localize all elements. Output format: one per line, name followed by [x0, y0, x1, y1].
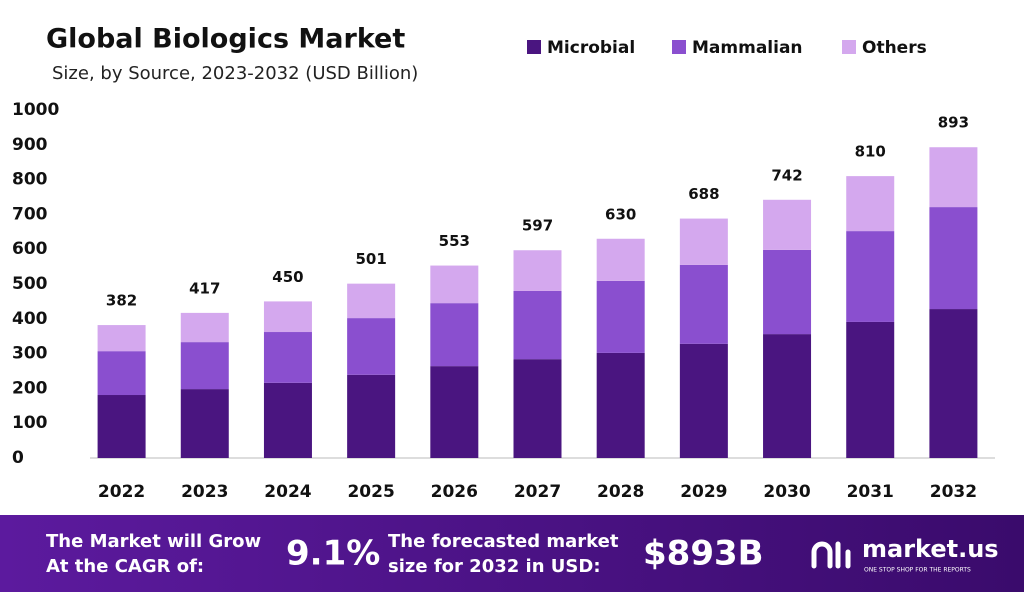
bar-segment — [513, 359, 562, 458]
brand: market.us — [862, 535, 999, 563]
footer-banner — [0, 515, 1024, 592]
brand-logo — [811, 541, 851, 569]
bar-segment — [679, 218, 728, 265]
y-tick-label: 800 — [12, 170, 48, 190]
y-tick-label: 100 — [12, 413, 48, 433]
bar-segment — [347, 318, 396, 375]
y-tick-label: 900 — [12, 135, 48, 155]
x-tick-label: 2024 — [264, 482, 311, 502]
bar-segment — [513, 290, 562, 360]
y-tick-label: 700 — [12, 204, 48, 224]
bar-segment — [430, 366, 479, 458]
bar-segment — [763, 249, 812, 335]
chart-title: Global Biologics Market — [46, 24, 405, 55]
bar-segment — [430, 265, 479, 304]
bar-segment — [846, 231, 895, 322]
x-tick-label: 2025 — [347, 482, 394, 502]
x-tick-label: 2023 — [181, 482, 228, 502]
bar-segment — [763, 199, 812, 250]
x-tick-label: 2022 — [98, 482, 145, 502]
bar-segment — [596, 238, 645, 281]
bar-segment — [929, 207, 978, 310]
bar-segment — [679, 264, 728, 344]
bar-segment — [347, 374, 396, 458]
chart-subtitle: Size, by Source, 2023-2032 (USD Billion) — [52, 63, 418, 84]
total-label: 893 — [938, 114, 969, 132]
forecast-text: size for 2032 in USD: — [388, 556, 601, 577]
x-tick-label: 2026 — [431, 482, 478, 502]
total-label: 810 — [855, 143, 886, 161]
bar-segment — [763, 334, 812, 458]
bar-segment — [596, 280, 645, 353]
y-tick-label: 300 — [12, 344, 48, 364]
bar-segment — [596, 352, 645, 458]
bar-segment — [263, 382, 312, 458]
bar-segment — [929, 147, 978, 208]
total-label: 597 — [522, 217, 553, 235]
x-tick-label: 2027 — [514, 482, 561, 502]
bar-segment — [180, 389, 229, 458]
total-label: 688 — [688, 185, 719, 203]
x-tick-label: 2030 — [763, 482, 810, 502]
bar-segment — [846, 176, 895, 232]
bar-segment — [97, 395, 146, 458]
bar-segment — [180, 342, 229, 390]
bar-segment — [97, 325, 146, 352]
legend-label: Mammalian — [692, 38, 803, 58]
y-tick-label: 1000 — [12, 100, 59, 120]
total-label: 553 — [439, 232, 470, 250]
total-label: 630 — [605, 205, 636, 223]
total-label: 742 — [771, 166, 802, 184]
legend-swatch — [527, 40, 541, 54]
legend-swatch — [672, 40, 686, 54]
bar-segment — [679, 343, 728, 458]
y-tick-label: 200 — [12, 378, 48, 398]
total-label: 501 — [355, 250, 386, 268]
bar-segment — [846, 321, 895, 458]
bar-segment — [430, 303, 479, 367]
x-tick-label: 2032 — [930, 482, 977, 502]
total-label: 417 — [189, 279, 220, 297]
y-tick-label: 400 — [12, 309, 48, 329]
legend-swatch — [842, 40, 856, 54]
bar-segment — [180, 312, 229, 343]
y-tick-label: 600 — [12, 239, 48, 259]
forecast-value: $893B — [643, 534, 764, 574]
cagr-value: 9.1% — [286, 534, 380, 574]
cagr-text: The Market will Grow — [46, 531, 261, 552]
y-tick-label: 500 — [12, 274, 48, 294]
bar-segment — [263, 301, 312, 333]
legend-label: Microbial — [547, 38, 635, 58]
x-tick-label: 2031 — [847, 482, 894, 502]
y-tick-label: 0 — [12, 448, 24, 468]
tagline: ONE STOP SHOP FOR THE REPORTS — [864, 567, 971, 574]
forecast-text: The forecasted market — [388, 531, 619, 552]
cagr-text: At the CAGR of: — [46, 556, 204, 577]
x-tick-label: 2029 — [680, 482, 727, 502]
x-tick-label: 2028 — [597, 482, 644, 502]
bar-segment — [97, 351, 146, 396]
legend-label: Others — [862, 38, 927, 58]
bar-segment — [929, 309, 978, 458]
total-label: 382 — [106, 292, 137, 310]
bar-segment — [347, 283, 396, 319]
bar-segment — [513, 250, 562, 291]
bar-segment — [263, 332, 312, 383]
total-label: 450 — [272, 268, 303, 286]
